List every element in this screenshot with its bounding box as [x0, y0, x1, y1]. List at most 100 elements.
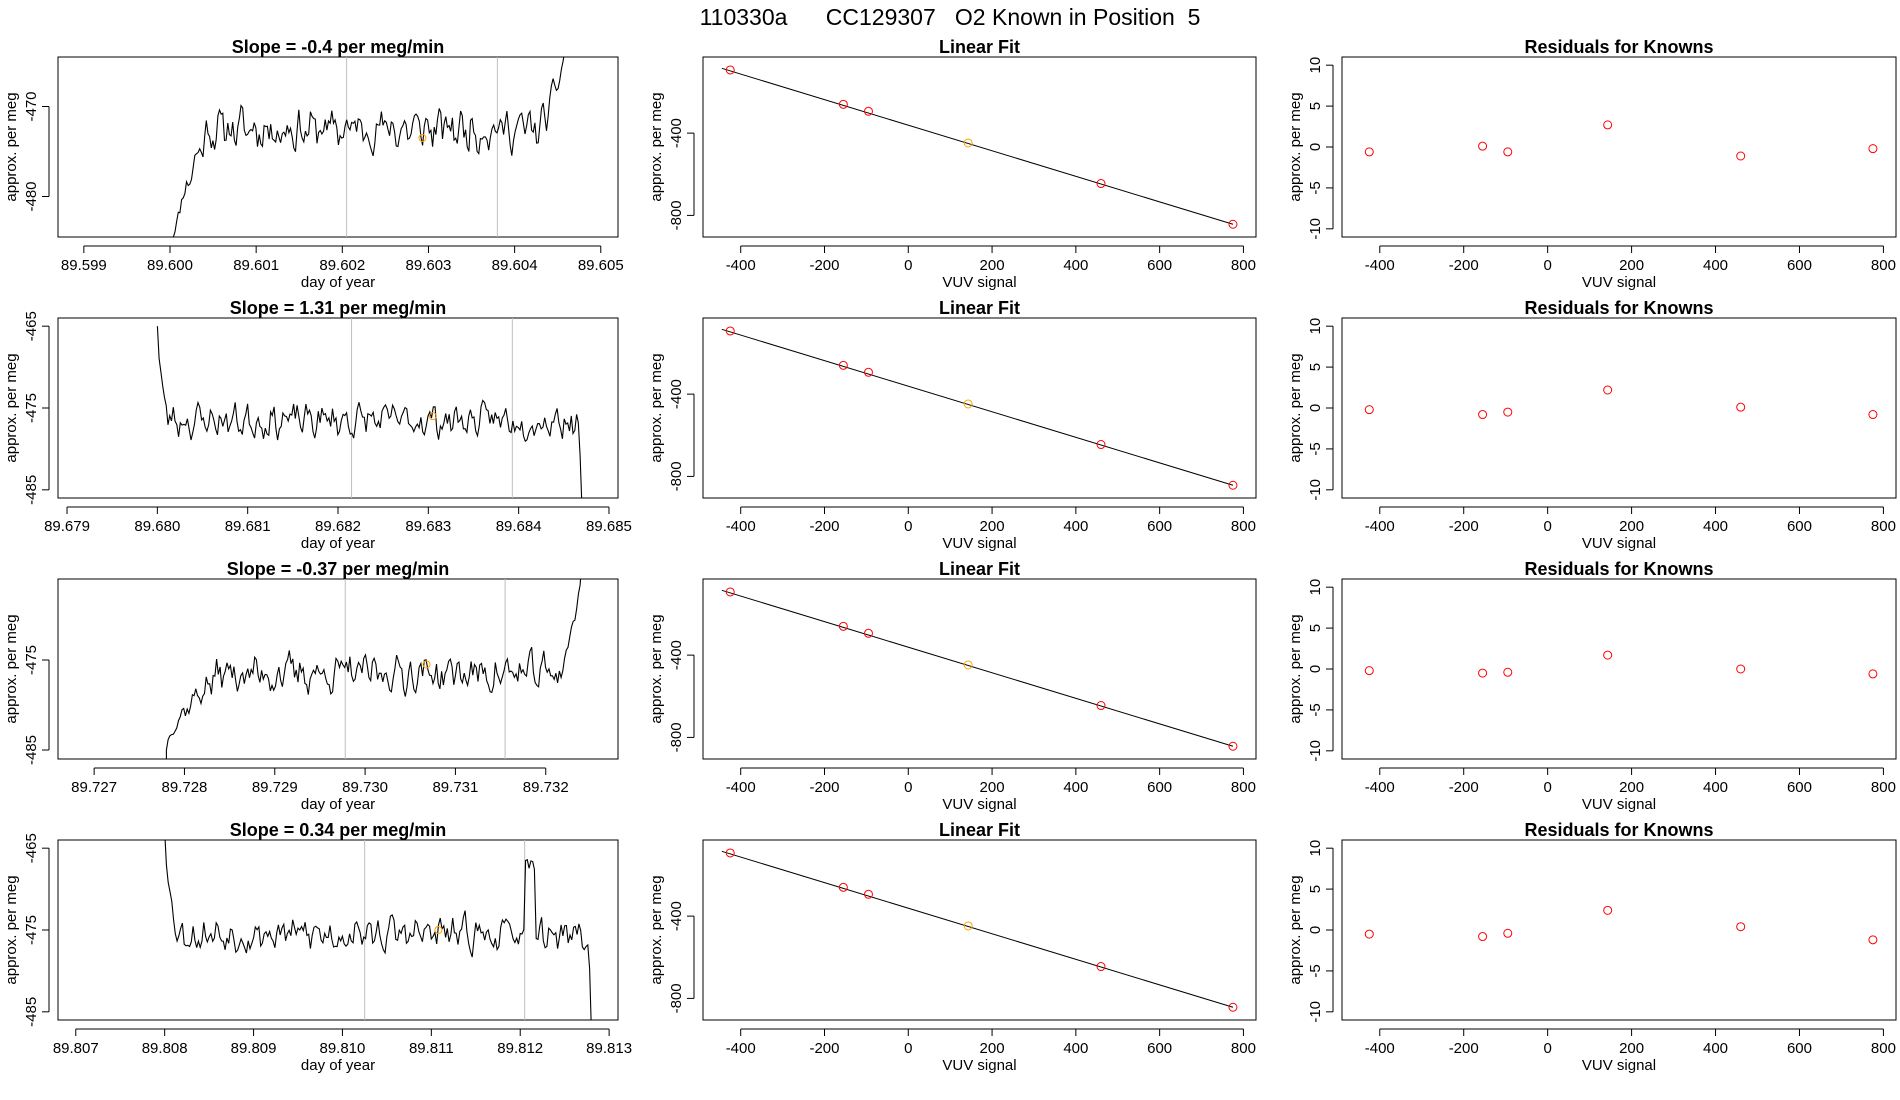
x-tick-label: 0 — [1543, 257, 1551, 274]
fit-point — [863, 367, 873, 377]
y-axis-label: approx. per meg — [1287, 92, 1304, 201]
x-tick-label: 600 — [1147, 518, 1172, 535]
x-tick-label: 400 — [1703, 779, 1728, 796]
fit-point — [963, 921, 973, 931]
timeseries-line — [172, 57, 565, 237]
residual-point — [1603, 120, 1613, 130]
fit-point — [725, 65, 735, 75]
sample-marker-point — [434, 926, 443, 934]
x-tick-label: 0 — [904, 1040, 912, 1057]
fit-point — [1228, 741, 1238, 751]
residual-point — [1503, 928, 1513, 938]
plot-frame — [1341, 317, 1897, 499]
fit-point — [838, 621, 848, 631]
x-tick-label: 89.807 — [53, 1040, 99, 1057]
residual-point — [1736, 402, 1746, 412]
fit-line — [721, 850, 1234, 1008]
residual-point — [1478, 141, 1488, 151]
residual-point — [1603, 650, 1613, 660]
residual-point — [1503, 667, 1513, 677]
fit-point — [725, 848, 735, 858]
y-tick-label: -800 — [668, 983, 685, 1013]
linear-fit-panel-2: Linear Fit -400 -200 0 200 400 600 800 VUV signa… — [648, 298, 1257, 552]
y-tick-label: 5 — [1307, 102, 1324, 110]
x-tick-label: -200 — [1449, 518, 1479, 535]
y-tick-label: 0 — [1307, 404, 1324, 412]
y-tick-label: -465 — [23, 833, 40, 863]
x-tick-label: 600 — [1147, 257, 1172, 274]
x-tick-label: 89.812 — [497, 1040, 543, 1057]
x-tick-label: 400 — [1063, 779, 1088, 796]
x-tick-label: 0 — [1543, 1040, 1551, 1057]
plot-frame — [57, 56, 619, 238]
y-tick-label: -10 — [1307, 740, 1324, 762]
x-tick-label: 800 — [1231, 1040, 1256, 1057]
timeseries-panel-1: Slope = -0.4 per meg/min 89.599 89.600 89.6… — [3, 37, 624, 291]
x-tick-label: 89.729 — [252, 779, 298, 796]
x-tick-label: 89.810 — [319, 1040, 365, 1057]
x-tick-label: 89.813 — [586, 1040, 632, 1057]
timeseries-panel-3: Slope = -0.37 per meg/min 89.727 89.728 89.… — [3, 559, 619, 813]
residual-point — [1364, 929, 1374, 939]
x-tick-label: -200 — [1449, 1040, 1479, 1057]
x-tick-label: 89.600 — [147, 257, 193, 274]
x-tick-label: 89.680 — [134, 518, 180, 535]
x-tick-label: 89.811 — [409, 1040, 454, 1057]
fit-point — [963, 660, 973, 670]
x-axis-label: day of year — [301, 1057, 375, 1074]
panel-title: Slope = -0.37 per meg/min — [227, 559, 450, 579]
x-tick-label: 400 — [1063, 1040, 1088, 1057]
x-tick-label: 200 — [1619, 779, 1644, 796]
y-tick-label: -400 — [668, 640, 685, 670]
y-tick-label: -475 — [23, 393, 40, 423]
panel-title: Slope = -0.4 per meg/min — [232, 37, 445, 57]
fit-point — [863, 889, 873, 899]
y-axis-label: approx. per meg — [648, 875, 665, 984]
y-axis-label: approx. per meg — [1287, 875, 1304, 984]
x-tick-label: 89.732 — [523, 779, 569, 796]
timeseries-line — [156, 326, 583, 498]
timeseries-panel-2: Slope = 1.31 per meg/min 89.679 89.680 89.6… — [3, 298, 632, 552]
x-tick-label: -400 — [1365, 779, 1395, 796]
residual-point — [1736, 664, 1746, 674]
plot-frame — [702, 56, 1257, 238]
fit-point — [1228, 1002, 1238, 1012]
residual-point — [1478, 410, 1488, 420]
residual-point — [1868, 144, 1878, 154]
x-axis-label: day of year — [301, 274, 375, 291]
x-tick-label: 400 — [1063, 257, 1088, 274]
x-tick-label: 400 — [1063, 518, 1088, 535]
x-tick-label: 89.727 — [71, 779, 117, 796]
y-tick-label: -10 — [1307, 479, 1324, 501]
linear-fit-panel-4: Linear Fit -400 -200 0 200 400 600 800 VUV signa… — [648, 820, 1257, 1074]
x-tick-label: 200 — [980, 257, 1005, 274]
residual-point — [1868, 935, 1878, 945]
x-tick-label: 0 — [1543, 779, 1551, 796]
x-tick-label: 89.731 — [432, 779, 478, 796]
x-tick-label: 600 — [1787, 779, 1812, 796]
fit-point — [1228, 480, 1238, 490]
residual-point — [1503, 147, 1513, 157]
x-axis-label: VUV signal — [942, 535, 1016, 552]
y-tick-label: 0 — [1307, 665, 1324, 673]
x-tick-label: 89.684 — [496, 518, 542, 535]
x-tick-label: 600 — [1147, 779, 1172, 796]
fit-line — [721, 67, 1234, 225]
timeseries-line — [165, 579, 582, 759]
fit-point — [1096, 179, 1106, 189]
panel-title: Residuals for Knowns — [1524, 820, 1713, 840]
x-tick-label: 89.604 — [492, 257, 538, 274]
timeseries-line — [164, 840, 592, 1020]
timeseries-panel-4: Slope = 0.34 per meg/min 89.807 89.808 89.8… — [3, 820, 632, 1074]
residual-point — [1603, 905, 1613, 915]
x-tick-label: 89.603 — [406, 257, 452, 274]
sample-marker-point — [422, 660, 431, 669]
x-tick-label: 89.605 — [578, 257, 624, 274]
y-tick-label: -485 — [23, 735, 40, 765]
y-tick-label: 0 — [1307, 143, 1324, 151]
residuals-panel-1: Residuals for Knowns -400 -200 0 200 400 600 80… — [1287, 37, 1897, 291]
y-tick-label: 0 — [1307, 926, 1324, 934]
y-tick-label: 10 — [1307, 840, 1324, 857]
residual-point — [1603, 385, 1613, 395]
